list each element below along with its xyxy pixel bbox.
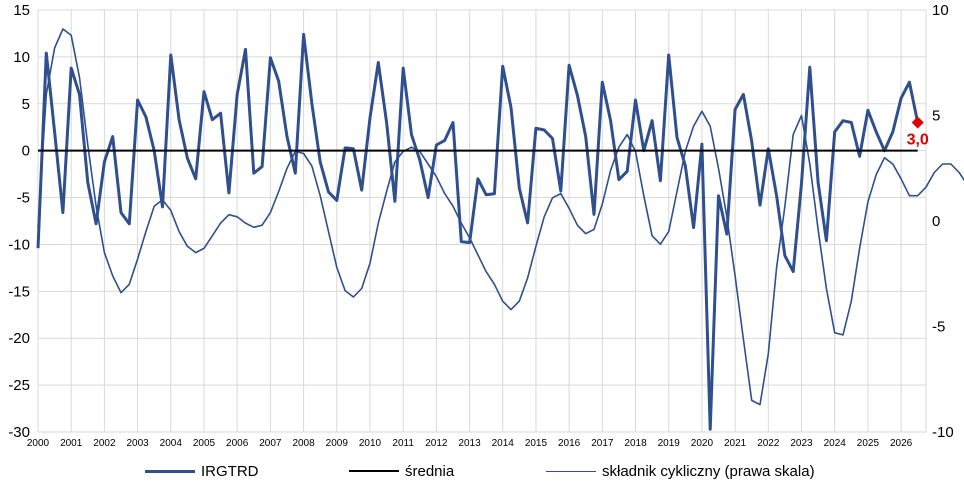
legend-item-cykliczny: składnik cykliczny (prawa skala) [546,456,815,486]
y-tick-label: 15 [13,2,30,19]
legend-swatch [349,470,399,472]
x-tick-label: 2016 [558,438,581,449]
annotation-marker [911,116,924,129]
x-tick-label: 2020 [691,438,714,449]
x-tick-label: 2004 [160,438,183,449]
x-tick-label: 2001 [60,438,83,449]
y2-tick-label: 10 [932,2,949,19]
x-tick-label: 2002 [93,438,116,449]
y-tick-label: 5 [22,96,30,113]
y-tick-label: 0 [22,143,30,160]
x-tick-label: 2013 [458,438,481,449]
x-tick-label: 2019 [658,438,681,449]
y-tick-label: -25 [8,377,30,394]
x-axis: 2000 2001 2002 2003 2004 2005 2006 2007 2008 2009… [27,438,913,449]
y-axis-left: 15 10 5 0 -5 -10 -15 -20 -25 -30 [8,2,30,441]
x-tick-label: 2000 [27,438,50,449]
x-tick-label: 2011 [392,438,414,449]
x-tick-label: 2008 [292,438,315,449]
x-tick-label: 2022 [757,438,780,449]
annotation-label: 3,0 [907,132,929,149]
legend-swatch [145,469,195,473]
y2-tick-label: -5 [932,319,945,336]
y-tick-label: -20 [8,330,30,347]
x-tick-label: 2005 [193,438,216,449]
legend-swatch [546,470,596,472]
y-tick-label: 10 [13,49,30,66]
y2-tick-label: 5 [932,108,940,125]
x-tick-label: 2006 [226,438,249,449]
x-tick-label: 2025 [857,438,880,449]
series-line-cyclical [37,28,964,406]
legend-label: IRGTRD [201,462,259,480]
y-tick-label: -10 [8,236,30,253]
x-tick-label: 2009 [326,438,349,449]
x-tick-label: 2018 [624,438,647,449]
plot-area [36,28,964,431]
x-tick-label: 2026 [890,438,913,449]
legend-label: składnik cykliczny (prawa skala) [602,462,815,480]
x-tick-label: 2007 [259,438,282,449]
annotation: 3,0 [907,116,929,149]
x-tick-label: 2017 [591,438,614,449]
x-tick-label: 2021 [724,438,747,449]
y-axis-right: 10 5 0 -5 -10 [932,2,954,441]
x-tick-label: 2012 [425,438,448,449]
legend: IRGTRD średnia składnik cykliczny (prawa… [0,456,964,486]
x-tick-label: 2024 [824,438,847,449]
y2-tick-label: -10 [932,424,954,441]
x-tick-label: 2010 [359,438,382,449]
series-line-irgtrd [36,32,920,431]
y-tick-label: -30 [8,424,30,441]
y2-tick-label: 0 [932,213,940,230]
legend-item-srednia: średnia [349,456,454,486]
x-tick-label: 2015 [525,438,548,449]
x-tick-label: 2014 [492,438,515,449]
legend-item-irgtrd: IRGTRD [145,456,259,486]
legend-label: średnia [405,462,455,480]
y-tick-label: -15 [8,283,30,300]
x-tick-label: 2023 [790,438,813,449]
x-tick-label: 2003 [126,438,149,449]
y-tick-label: -5 [17,190,30,207]
